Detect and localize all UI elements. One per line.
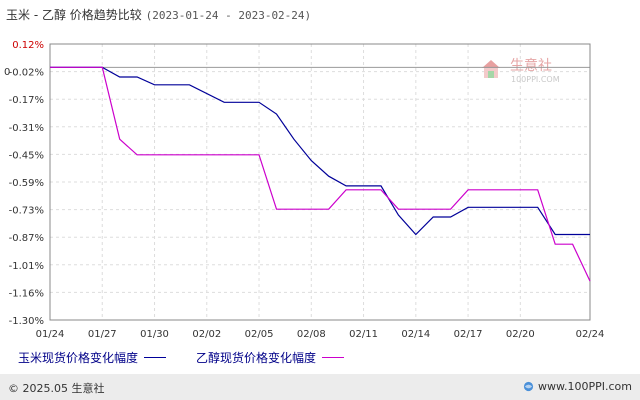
- legend-item-corn: 玉米现货价格变化幅度: [18, 349, 167, 366]
- chart-series: [50, 66, 591, 282]
- chart-legend: 玉米现货价格变化幅度 乙醇现货价格变化幅度: [18, 349, 374, 366]
- plot-frame: [49, 43, 591, 321]
- y-tick-label: 0.12%: [12, 40, 44, 51]
- house-logo-icon: [482, 60, 500, 78]
- watermark: 生意社 100PPI.COM: [482, 57, 560, 84]
- x-tick-label: 01/27: [88, 329, 117, 340]
- zero-marker-label: 0: [4, 67, 11, 78]
- x-axis-tick-labels: 01/24 01/27 01/30 02/02 02/05 02/08 02/11 02/14…: [36, 329, 605, 340]
- x-tick-label: 02/08: [297, 329, 326, 340]
- chart-canvas: 生意社 100PPI.COM 0.12% -0.02% -0.17% -0.31% -0…: [9, 40, 605, 340]
- footer-copyright: © 2025.05 生意社: [8, 382, 105, 395]
- y-tick-label: -0.73%: [9, 206, 44, 217]
- y-tick-label: -0.45%: [9, 150, 44, 161]
- legend-swatch-ethanol: [322, 357, 345, 358]
- chart-axes: [49, 43, 591, 321]
- legend-label-ethanol: 乙醇现货价格变化幅度: [196, 351, 317, 365]
- y-tick-label: -0.31%: [9, 123, 44, 134]
- x-tick-label: 02/02: [192, 329, 221, 340]
- x-tick-label: 02/17: [454, 329, 483, 340]
- y-tick-label: -1.16%: [9, 288, 44, 299]
- chart-title-main: 玉米 - 乙醇 价格趋势比较: [6, 8, 142, 22]
- watermark-name: 生意社: [510, 57, 552, 74]
- x-tick-label: 02/05: [245, 329, 274, 340]
- legend-label-corn: 玉米现货价格变化幅度: [18, 351, 139, 365]
- legend-swatch-corn: [144, 357, 167, 358]
- x-tick-label: 02/20: [506, 329, 535, 340]
- y-tick-label: -0.17%: [9, 95, 44, 106]
- y-tick-label: -0.87%: [9, 233, 44, 244]
- x-tick-label: 01/24: [36, 329, 65, 340]
- footer-site-url: www.100PPI.com: [538, 380, 632, 393]
- y-tick-label: -1.01%: [9, 261, 44, 272]
- y-tick-label: -0.02%: [9, 68, 44, 79]
- chart-date-range: (2023-01-24 - 2023-02-24): [145, 9, 312, 22]
- x-tick-label: 02/11: [349, 329, 378, 340]
- watermark-url: 100PPI.COM: [511, 75, 560, 84]
- y-tick-label: -0.59%: [9, 178, 44, 189]
- legend-item-ethanol: 乙醇现货价格变化幅度: [196, 349, 345, 366]
- x-tick-label: 02/14: [401, 329, 430, 340]
- x-tick-label: 01/30: [140, 329, 169, 340]
- chart-title: 玉米 - 乙醇 价格趋势比较 (2023-01-24 - 2023-02-24): [6, 6, 311, 23]
- series-line-ethanol: [50, 66, 591, 282]
- y-tick-label: -1.30%: [9, 316, 44, 327]
- globe-logo-icon: [523, 381, 534, 392]
- series-line-corn: [50, 66, 590, 236]
- footer-bar: © 2025.05 生意社 www.100PPI.com: [0, 374, 640, 400]
- y-axis-tick-labels: 0.12% -0.02% -0.17% -0.31% -0.45% -0.59% -0.73…: [9, 40, 44, 327]
- chart-grid: [49, 43, 591, 321]
- x-tick-label: 02/24: [576, 329, 605, 340]
- footer-site[interactable]: www.100PPI.com: [523, 380, 632, 393]
